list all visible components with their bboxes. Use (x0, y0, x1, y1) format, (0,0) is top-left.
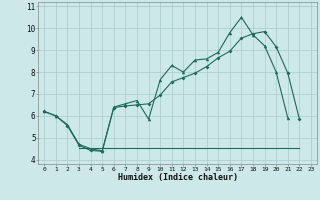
X-axis label: Humidex (Indice chaleur): Humidex (Indice chaleur) (118, 173, 238, 182)
